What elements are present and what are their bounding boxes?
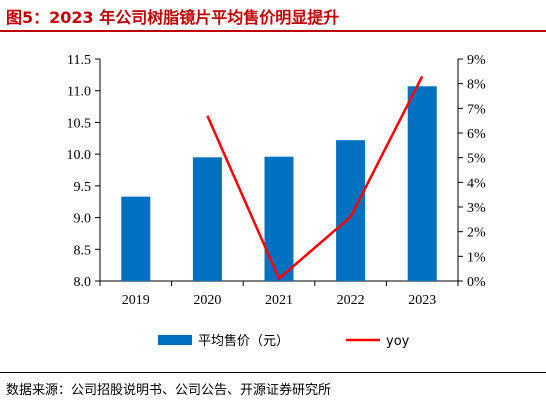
y-left-tick-label: 8.5 xyxy=(74,243,92,258)
x-tick-label: 2023 xyxy=(408,293,436,308)
yoy-line xyxy=(206,75,424,281)
figure-title: 图5：2023 年公司树脂镜片平均售价明显提升 xyxy=(6,8,340,27)
y-left-tick-label: 8.0 xyxy=(74,275,92,290)
bar xyxy=(192,157,222,281)
x-tick-label: 2020 xyxy=(193,293,221,308)
source-divider xyxy=(0,372,546,373)
y-right-tick-label: 8% xyxy=(467,78,486,93)
y-left-tick-label: 10.0 xyxy=(67,148,92,163)
bar xyxy=(407,86,437,281)
y-left-tick-label: 11.0 xyxy=(67,85,91,100)
chart: 8.0 8.5 9.0 9.5 10.0 10.5 11.0 11.5 0% 1% 2% 3% 4% 5%… xyxy=(67,53,487,349)
x-tick-label: 2021 xyxy=(265,293,293,308)
line-series xyxy=(206,75,424,281)
y-right-tick-label: 5% xyxy=(467,152,486,167)
y-right-tick-label: 0% xyxy=(467,275,486,290)
legend-label-bar: 平均售价（元） xyxy=(198,333,289,349)
x-tick-label: 2019 xyxy=(122,293,150,308)
y-right-tick-label: 2% xyxy=(467,226,486,241)
y-left-tick-label: 11.5 xyxy=(67,53,91,68)
y-left-tick-label: 9.0 xyxy=(74,212,92,227)
bar-series xyxy=(121,86,437,281)
title-underline xyxy=(0,30,546,32)
bar xyxy=(336,140,366,281)
tick-labels: 8.0 8.5 9.0 9.5 10.0 10.5 11.0 11.5 0% 1% 2% 3% 4% 5%… xyxy=(67,53,487,308)
y-right-tick-label: 1% xyxy=(467,250,486,265)
y-left-tick-label: 10.5 xyxy=(67,116,92,131)
bar xyxy=(264,156,294,281)
bar xyxy=(121,196,151,281)
y-left-tick-label: 9.5 xyxy=(74,180,92,195)
source-note: 数据来源：公司招股说明书、公司公告、开源证券研究所 xyxy=(6,383,332,398)
y-right-tick-label: 6% xyxy=(467,127,486,142)
y-right-tick-label: 3% xyxy=(467,201,486,216)
legend-label-line: yoy xyxy=(386,334,410,349)
y-right-tick-label: 4% xyxy=(467,176,486,191)
y-right-tick-label: 9% xyxy=(467,53,486,68)
x-tick-label: 2022 xyxy=(337,293,365,308)
legend: 平均售价（元） yoy xyxy=(158,333,410,349)
y-right-tick-label: 7% xyxy=(467,102,486,117)
legend-swatch-bar xyxy=(158,335,192,345)
